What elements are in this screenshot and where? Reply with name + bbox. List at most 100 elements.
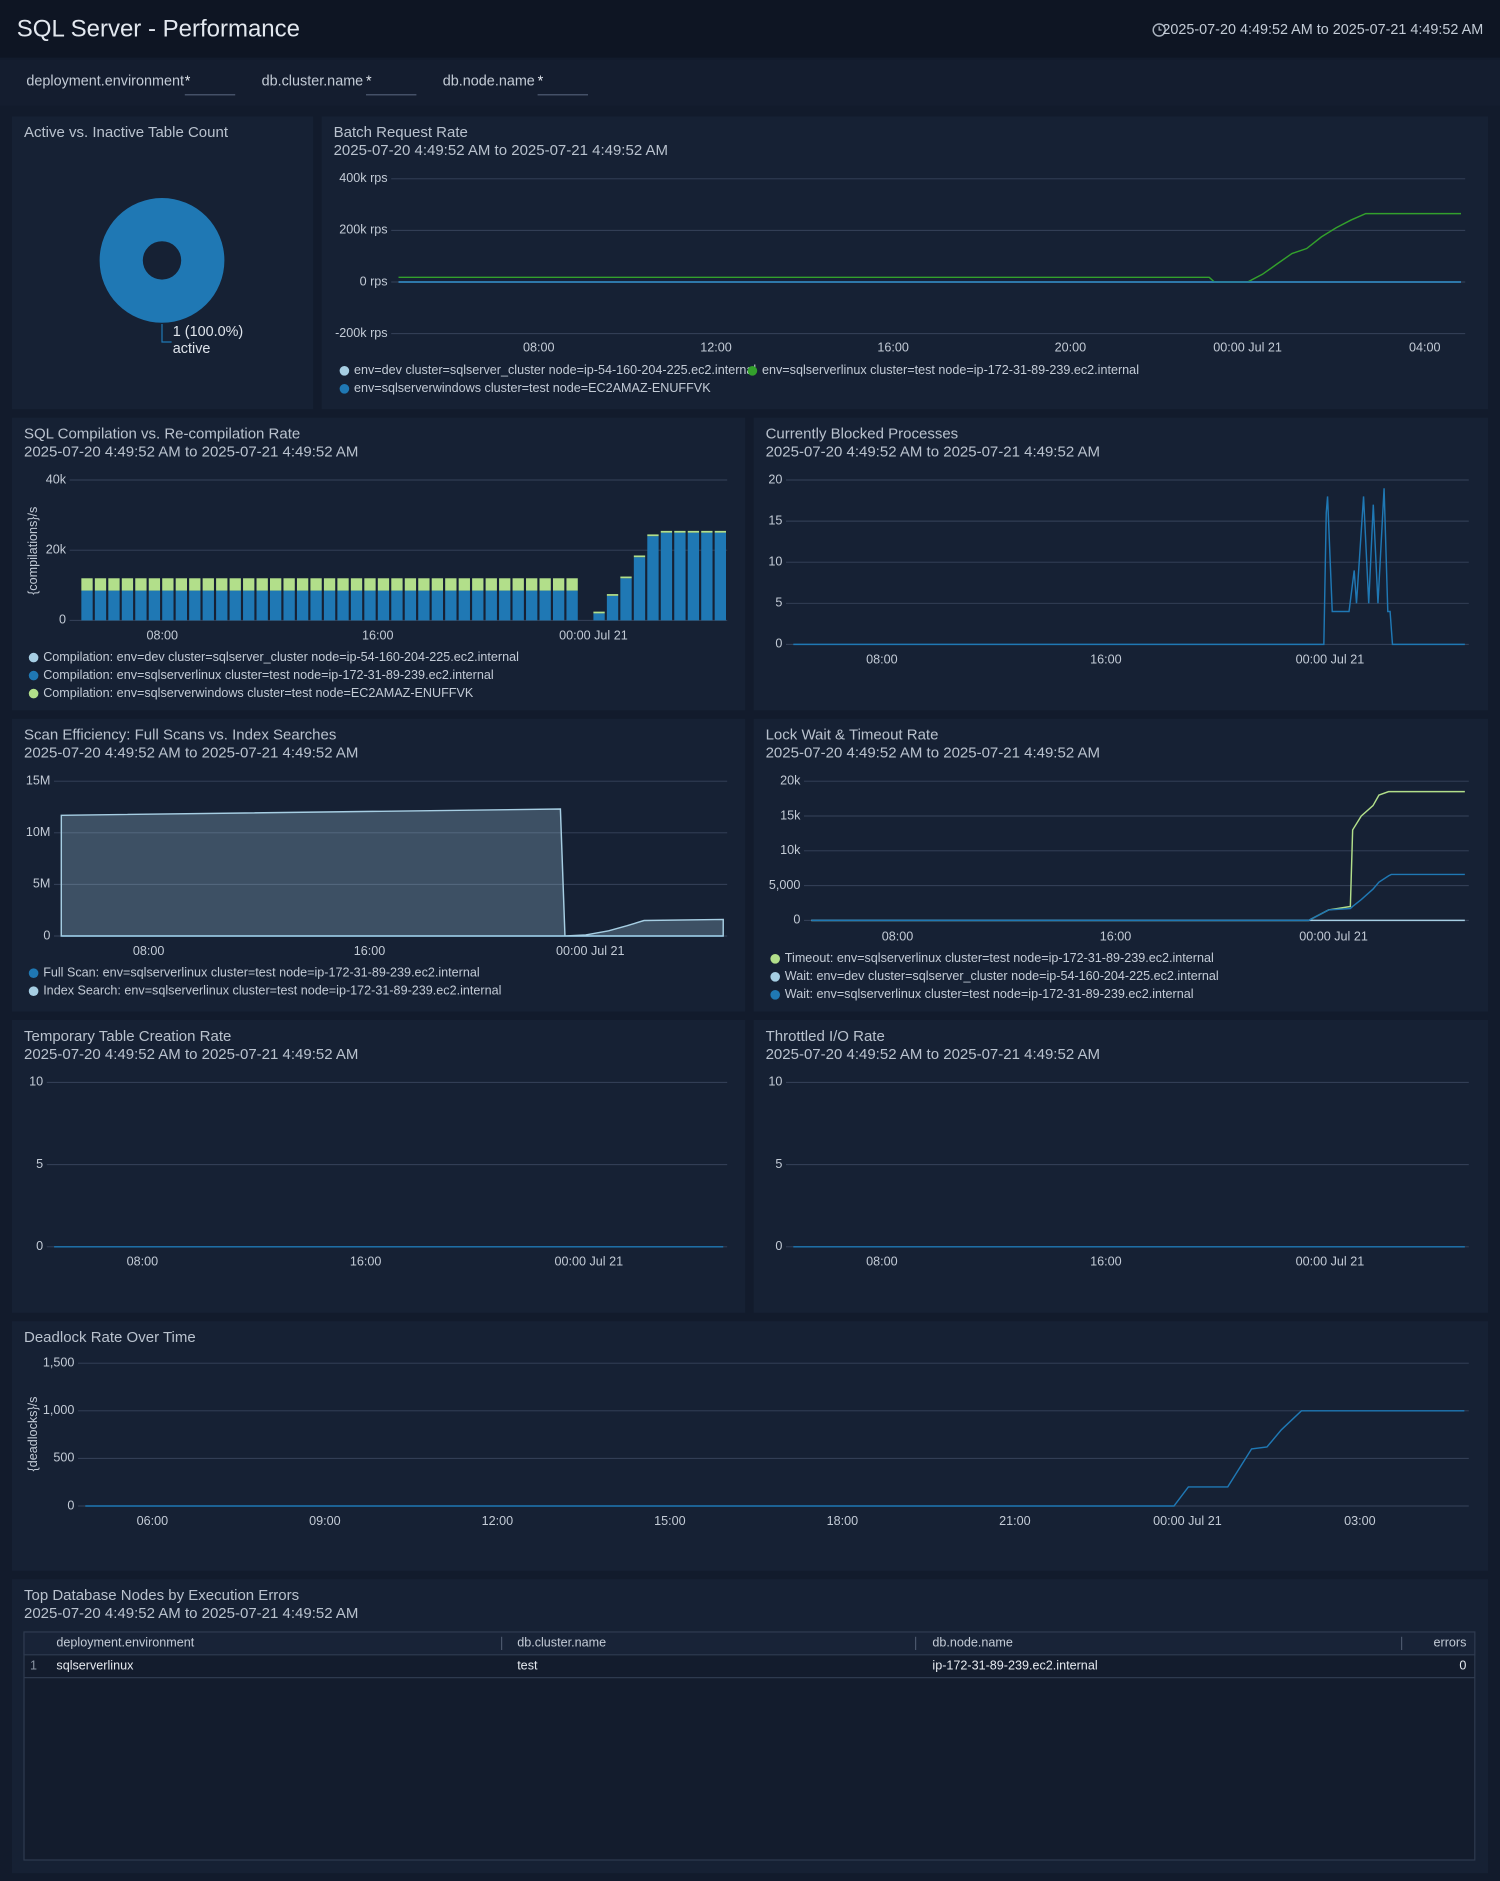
bar-segment xyxy=(620,576,632,579)
bar-segment xyxy=(216,590,228,621)
bar-segment xyxy=(94,590,107,621)
x-tick-label: 08:00 xyxy=(523,340,555,354)
panel-title: Throttled I/O Rate xyxy=(766,1028,885,1045)
bar-segment xyxy=(660,532,673,621)
bar-segment xyxy=(189,590,201,621)
bar-segment xyxy=(606,595,619,621)
column-header[interactable]: errors xyxy=(1434,1636,1467,1650)
panel xyxy=(321,116,1489,410)
x-tick-label: 00:00 Jul 21 xyxy=(1299,930,1368,944)
legend-label[interactable]: Full Scan: env=sqlserverlinux cluster=te… xyxy=(43,966,479,980)
bar-segment xyxy=(256,590,268,621)
x-tick-label: 16:00 xyxy=(362,628,394,642)
bar-segment xyxy=(94,578,107,591)
y-tick-label: 0 xyxy=(36,1239,43,1253)
bar-segment xyxy=(593,611,605,614)
bar-segment xyxy=(674,530,686,533)
panel-title: Currently Blocked Processes xyxy=(766,425,959,442)
time-range[interactable]: 2025-07-20 4:49:52 AM to 2025-07-21 4:49… xyxy=(1162,22,1483,38)
filter-value[interactable]: * xyxy=(366,73,372,89)
panel-subtitle: 2025-07-20 4:49:52 AM to 2025-07-21 4:49… xyxy=(24,1046,358,1063)
x-tick-label: 09:00 xyxy=(309,1514,341,1528)
column-header[interactable]: db.node.name xyxy=(932,1636,1013,1650)
bar-segment xyxy=(445,590,457,621)
y-tick-label: 20 xyxy=(768,472,782,486)
bar-segment xyxy=(552,590,565,621)
bar-segment xyxy=(148,590,161,621)
panel-subtitle: 2025-07-20 4:49:52 AM to 2025-07-21 4:49… xyxy=(766,443,1100,460)
legend-swatch xyxy=(339,366,350,376)
legend-label[interactable]: Wait: env=dev cluster=sqlserver_cluster … xyxy=(785,969,1219,983)
x-tick-label: 00:00 Jul 21 xyxy=(1296,1255,1365,1269)
y-tick-label: 500 xyxy=(53,1451,74,1465)
bar-segment xyxy=(216,578,228,591)
bar-segment xyxy=(445,578,457,591)
legend-label[interactable]: env=sqlserverwindows cluster=test node=E… xyxy=(354,381,711,395)
x-tick-label: 08:00 xyxy=(133,944,165,958)
x-tick-label: 16:00 xyxy=(354,944,386,958)
legend-label[interactable]: Index Search: env=sqlserverlinux cluster… xyxy=(43,984,501,998)
bar-segment xyxy=(283,578,295,591)
filter-value[interactable]: * xyxy=(185,73,191,89)
bar-segment xyxy=(202,590,214,621)
y-tick-label: 40k xyxy=(46,472,67,486)
y-tick-label: 1,000 xyxy=(43,1403,75,1417)
y-tick-label: 0 xyxy=(59,613,66,627)
legend-label[interactable]: Timeout: env=sqlserverlinux cluster=test… xyxy=(785,951,1214,965)
table-header xyxy=(23,1631,1476,1656)
y-tick-label: 5 xyxy=(775,596,782,610)
bar-segment xyxy=(377,578,390,591)
panel xyxy=(753,1020,1488,1313)
y-tick-label: 0 xyxy=(775,1239,782,1253)
table-cell: test xyxy=(517,1659,538,1673)
bar-segment xyxy=(593,613,605,621)
legend-label[interactable]: Wait: env=sqlserverlinux cluster=test no… xyxy=(785,987,1194,1001)
x-tick-label: 08:00 xyxy=(882,930,914,944)
bar-segment xyxy=(270,590,282,621)
clock-hands xyxy=(1158,26,1162,31)
y-tick-label: 5 xyxy=(775,1157,782,1171)
y-tick-label: 15k xyxy=(780,808,801,822)
panel-subtitle: 2025-07-20 4:49:52 AM to 2025-07-21 4:49… xyxy=(766,745,1100,762)
dashboard-title: SQL Server - Performance xyxy=(17,15,300,42)
area xyxy=(60,808,724,937)
filter-label: db.cluster.name xyxy=(262,73,364,89)
column-header[interactable]: db.cluster.name xyxy=(517,1636,606,1650)
legend-label[interactable]: Compilation: env=dev cluster=sqlserver_c… xyxy=(43,650,519,664)
bar-segment xyxy=(714,530,726,533)
bar-segment xyxy=(323,590,336,621)
bar-segment xyxy=(108,578,120,591)
bar-segment xyxy=(472,590,484,621)
bar-segment xyxy=(256,578,268,591)
bar-segment xyxy=(633,557,646,621)
legend-label[interactable]: Compilation: env=sqlserverwindows cluste… xyxy=(43,686,474,700)
bar-segment xyxy=(391,578,403,591)
y-tick-label: 5M xyxy=(33,877,51,891)
y-tick-label: 1,500 xyxy=(43,1356,75,1370)
legend-swatch xyxy=(770,990,780,1000)
legend-label[interactable]: Compilation: env=sqlserverlinux cluster=… xyxy=(43,668,493,682)
bar-segment xyxy=(458,578,470,591)
panel-title: Active vs. Inactive Table Count xyxy=(24,124,229,141)
panel-subtitle: 2025-07-20 4:49:52 AM to 2025-07-21 4:49… xyxy=(24,1605,358,1622)
x-tick-label: 12:00 xyxy=(700,340,732,354)
bar-segment xyxy=(647,536,659,621)
legend-label[interactable]: env=sqlserverlinux cluster=test node=ip-… xyxy=(762,363,1139,377)
y-tick-label: 5,000 xyxy=(769,878,801,892)
bar-segment xyxy=(337,590,349,621)
bar-segment xyxy=(512,578,524,591)
table-cell: 0 xyxy=(1459,1659,1466,1673)
bar-segment xyxy=(121,590,134,621)
bar-segment xyxy=(499,590,511,621)
bar-segment xyxy=(364,590,376,621)
bar-segment xyxy=(606,594,619,596)
bar-segment xyxy=(485,578,497,591)
y-tick-label: 15 xyxy=(768,513,782,527)
bar-segment xyxy=(202,578,214,591)
y-tick-label: 10 xyxy=(29,1075,43,1089)
legend-label[interactable]: env=dev cluster=sqlserver_cluster node=i… xyxy=(354,363,756,377)
column-header[interactable]: deployment.environment xyxy=(56,1636,194,1650)
filter-value[interactable]: * xyxy=(538,73,544,89)
legend-swatch xyxy=(28,670,39,681)
